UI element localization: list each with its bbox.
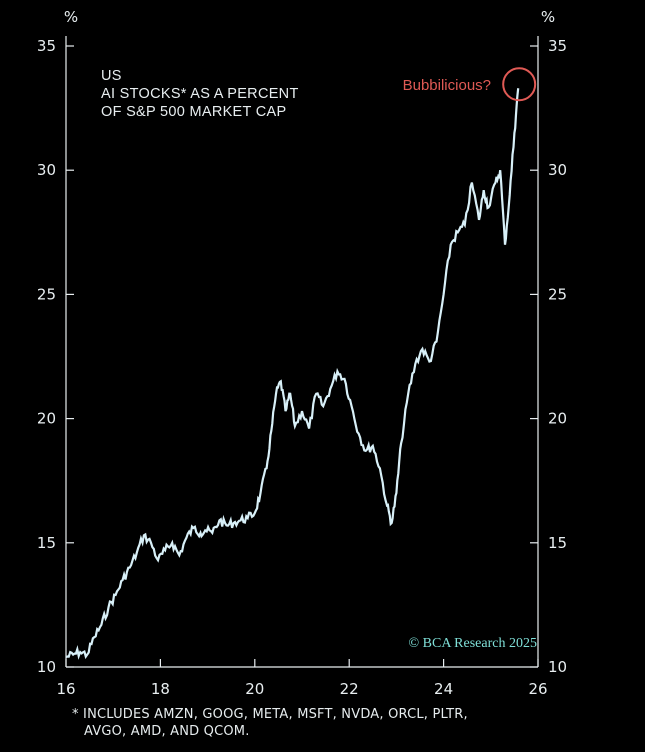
- y-tick-label-right: 10: [548, 658, 567, 676]
- y-tick-label-left: 30: [37, 161, 56, 179]
- chart-title-line: US: [101, 68, 122, 84]
- x-tick-label: 18: [151, 680, 170, 698]
- y-axis-unit-left: %: [64, 8, 78, 26]
- series-line: [65, 88, 520, 660]
- y-tick-label-left: 10: [37, 658, 56, 676]
- x-tick-label: 20: [245, 680, 264, 698]
- y-tick-label-right: 30: [548, 161, 567, 179]
- footnote-line-2: AVGO, AMD, AND QCOM.: [84, 724, 250, 739]
- y-axis-unit-right: %: [541, 8, 555, 26]
- y-axis-left: 10 15 20 25 30 35: [37, 37, 74, 676]
- footnote-line-1: * INCLUDES AMZN, GOOG, META, MSFT, NVDA,…: [72, 707, 468, 722]
- y-tick-label-right: 25: [548, 285, 567, 303]
- y-tick-label-right: 15: [548, 534, 567, 552]
- chart-title: US AI STOCKS* AS A PERCENT OF S&P 500 MARK…: [101, 68, 299, 120]
- x-tick-label: 24: [434, 680, 453, 698]
- chart-title-line: OF S&P 500 MARKET CAP: [101, 104, 286, 120]
- y-axis-right: 10 15 20 25 30 35: [530, 37, 567, 676]
- source-credit: © BCA Research 2025: [409, 636, 537, 651]
- y-tick-label-left: 15: [37, 534, 56, 552]
- plot-frame: [65, 36, 539, 668]
- y-tick-label-left: 20: [37, 410, 56, 428]
- y-tick-label-right: 35: [548, 37, 567, 55]
- y-tick-label-right: 20: [548, 410, 567, 428]
- y-tick-label-left: 35: [37, 37, 56, 55]
- highlight-circle: [502, 67, 537, 102]
- x-tick-label: 22: [340, 680, 359, 698]
- x-tick-label: 16: [56, 680, 75, 698]
- chart-title-line: AI STOCKS* AS A PERCENT: [101, 86, 299, 102]
- x-axis: 16 18 20 22 24 26: [56, 659, 548, 698]
- annotation-text: Bubbilicious?: [403, 77, 491, 94]
- footnote: * INCLUDES AMZN, GOOG, META, MSFT, NVDA,…: [72, 706, 632, 740]
- x-tick-label: 26: [528, 680, 547, 698]
- y-tick-label-left: 25: [37, 285, 56, 303]
